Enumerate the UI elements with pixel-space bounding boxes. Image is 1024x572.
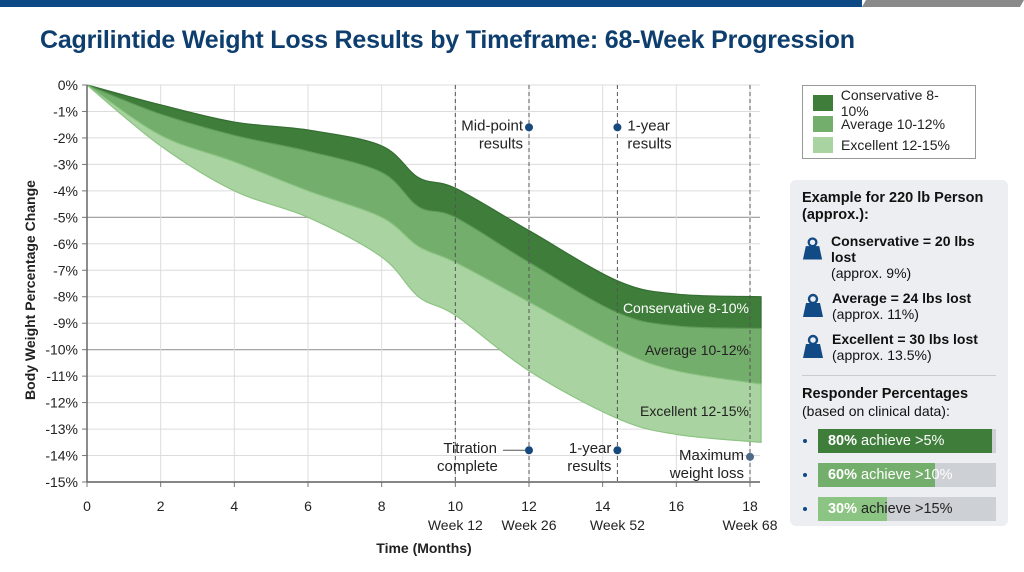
responder-bar: 80% achieve >5% bbox=[817, 429, 996, 453]
y-tick-label: -7% bbox=[53, 262, 78, 278]
responder-bar-fill bbox=[817, 497, 888, 521]
info-panel: Example for 220 lb Person (approx.): Con… bbox=[790, 180, 1008, 526]
y-tick-label: -1% bbox=[53, 103, 78, 119]
y-tick-label: -2% bbox=[53, 130, 78, 146]
weight-icon bbox=[803, 293, 823, 317]
y-tick-label: -4% bbox=[53, 183, 78, 199]
x-tick-label: 4 bbox=[230, 498, 238, 514]
responder-pct: 60% bbox=[827, 467, 857, 483]
annotation-label: results bbox=[627, 135, 671, 152]
y-tick-label: -15% bbox=[45, 474, 78, 490]
responder-pct: 30% bbox=[827, 501, 857, 517]
week-label: Week 68 bbox=[723, 517, 778, 533]
responder-bar: 60% achieve >10% bbox=[817, 463, 996, 487]
top-accent-bar bbox=[0, 0, 862, 7]
example-item: Excellent = 30 lbs lost (approx. 13.5%) bbox=[802, 331, 996, 363]
y-tick-label: -13% bbox=[45, 421, 78, 437]
annotation-label: results bbox=[479, 135, 523, 152]
weight-icon bbox=[803, 334, 823, 358]
legend-label: Excellent 12-15% bbox=[841, 136, 950, 153]
y-tick-label: -12% bbox=[45, 395, 78, 411]
y-tick-label: 0% bbox=[58, 77, 78, 93]
y-tick-label: -9% bbox=[53, 315, 78, 331]
x-tick-label: 10 bbox=[448, 498, 464, 514]
annotation-label: Mid-point bbox=[461, 117, 524, 134]
legend-swatch bbox=[813, 115, 833, 132]
legend-item-conservative: Conservative 8-10% bbox=[813, 87, 965, 119]
legend-item-average: Average 10-12% bbox=[813, 113, 965, 134]
responder-item: 60% achieve >10% bbox=[802, 463, 996, 487]
y-tick-label: -11% bbox=[46, 368, 78, 384]
y-tick-label: -8% bbox=[53, 289, 78, 305]
annotation-label: complete bbox=[437, 458, 498, 475]
annotation-label: weight loss bbox=[669, 465, 744, 482]
bullet-icon bbox=[803, 439, 807, 443]
responder-item: 80% achieve >5% bbox=[802, 429, 996, 453]
week-label: Week 52 bbox=[590, 517, 645, 533]
responder-pct: 80% bbox=[827, 433, 857, 449]
y-tick-label: -6% bbox=[53, 236, 78, 252]
annotation-marker bbox=[613, 123, 622, 132]
example-sub: (approx. 11%) bbox=[832, 306, 919, 322]
x-tick-label: 18 bbox=[742, 498, 758, 514]
x-tick-label: 6 bbox=[304, 498, 312, 514]
example-title: Example for 220 lb Person (approx.): bbox=[802, 190, 984, 223]
band-label: Excellent 12-15% bbox=[640, 403, 749, 419]
x-tick-label: 14 bbox=[595, 498, 611, 514]
responder-bar-fill bbox=[817, 463, 936, 487]
x-tick-label: 12 bbox=[521, 498, 537, 514]
annotation-label: results bbox=[567, 458, 611, 475]
responder-text: achieve >5% bbox=[856, 433, 945, 449]
responder-text: achieve >10% bbox=[856, 467, 953, 483]
annotation-marker bbox=[746, 452, 754, 461]
annotation-label: 1-year bbox=[569, 440, 612, 457]
y-axis-title: Body Weight Percentage Change bbox=[22, 180, 38, 400]
page-title: Cagrilintide Weight Loss Results by Time… bbox=[40, 26, 855, 54]
legend-label: Average 10-12% bbox=[841, 115, 946, 132]
responder-subtitle: (based on clinical data): bbox=[802, 403, 950, 419]
responder-bar-fill bbox=[817, 429, 992, 453]
annotation-label: 1-year bbox=[627, 117, 670, 134]
example-main: Conservative = 20 lbs lost bbox=[831, 233, 975, 265]
legend-label: Conservative 8-10% bbox=[840, 86, 939, 119]
weight-icon bbox=[802, 237, 823, 260]
x-tick-label: 16 bbox=[669, 498, 685, 514]
annotation-label: Maximum bbox=[679, 447, 744, 464]
y-tick-label: -14% bbox=[45, 448, 78, 464]
legend-swatch bbox=[813, 136, 833, 153]
example-item: Average = 24 lbs lost (approx. 11%) bbox=[802, 290, 996, 322]
divider bbox=[802, 375, 996, 376]
band-excellent bbox=[86, 84, 762, 443]
x-tick-label: 2 bbox=[157, 498, 165, 514]
responder-text: achieve >15% bbox=[856, 501, 953, 517]
week-label: Week 26 bbox=[502, 517, 557, 533]
annotation-marker bbox=[525, 446, 533, 455]
example-sub: (approx. 9%) bbox=[831, 265, 912, 281]
bullet-icon bbox=[803, 473, 807, 477]
annotation-marker bbox=[613, 446, 622, 455]
example-item: Conservative = 20 lbs lost (approx. 9%) bbox=[802, 233, 996, 281]
x-tick-label: 0 bbox=[83, 498, 91, 514]
example-main: Excellent = 30 lbs lost bbox=[832, 331, 978, 347]
responder-title: Responder Percentages bbox=[802, 386, 969, 402]
band-label: Conservative 8-10% bbox=[623, 300, 749, 316]
legend-swatch bbox=[813, 94, 833, 111]
week-label: Week 12 bbox=[428, 517, 483, 533]
responder-item: 30% achieve >15% bbox=[802, 497, 996, 521]
x-tick-label: 8 bbox=[378, 498, 386, 514]
y-tick-label: -10% bbox=[45, 342, 78, 358]
annotation-marker bbox=[525, 123, 533, 132]
example-main: Average = 24 lbs lost bbox=[832, 290, 972, 306]
legend-item-excellent: Excellent 12-15% bbox=[813, 134, 965, 155]
y-tick-label: -3% bbox=[53, 156, 78, 172]
responder-bar: 30% achieve >15% bbox=[817, 497, 996, 521]
y-tick-label: -5% bbox=[53, 209, 78, 225]
band-label: Average 10-12% bbox=[645, 342, 749, 358]
chart-legend: Conservative 8-10% Average 10-12% Excell… bbox=[802, 85, 976, 159]
annotation-label: Titration bbox=[443, 440, 497, 457]
bullet-icon bbox=[803, 507, 807, 511]
x-axis-title: Time (Months) bbox=[376, 540, 471, 556]
example-sub: (approx. 13.5%) bbox=[832, 347, 932, 363]
